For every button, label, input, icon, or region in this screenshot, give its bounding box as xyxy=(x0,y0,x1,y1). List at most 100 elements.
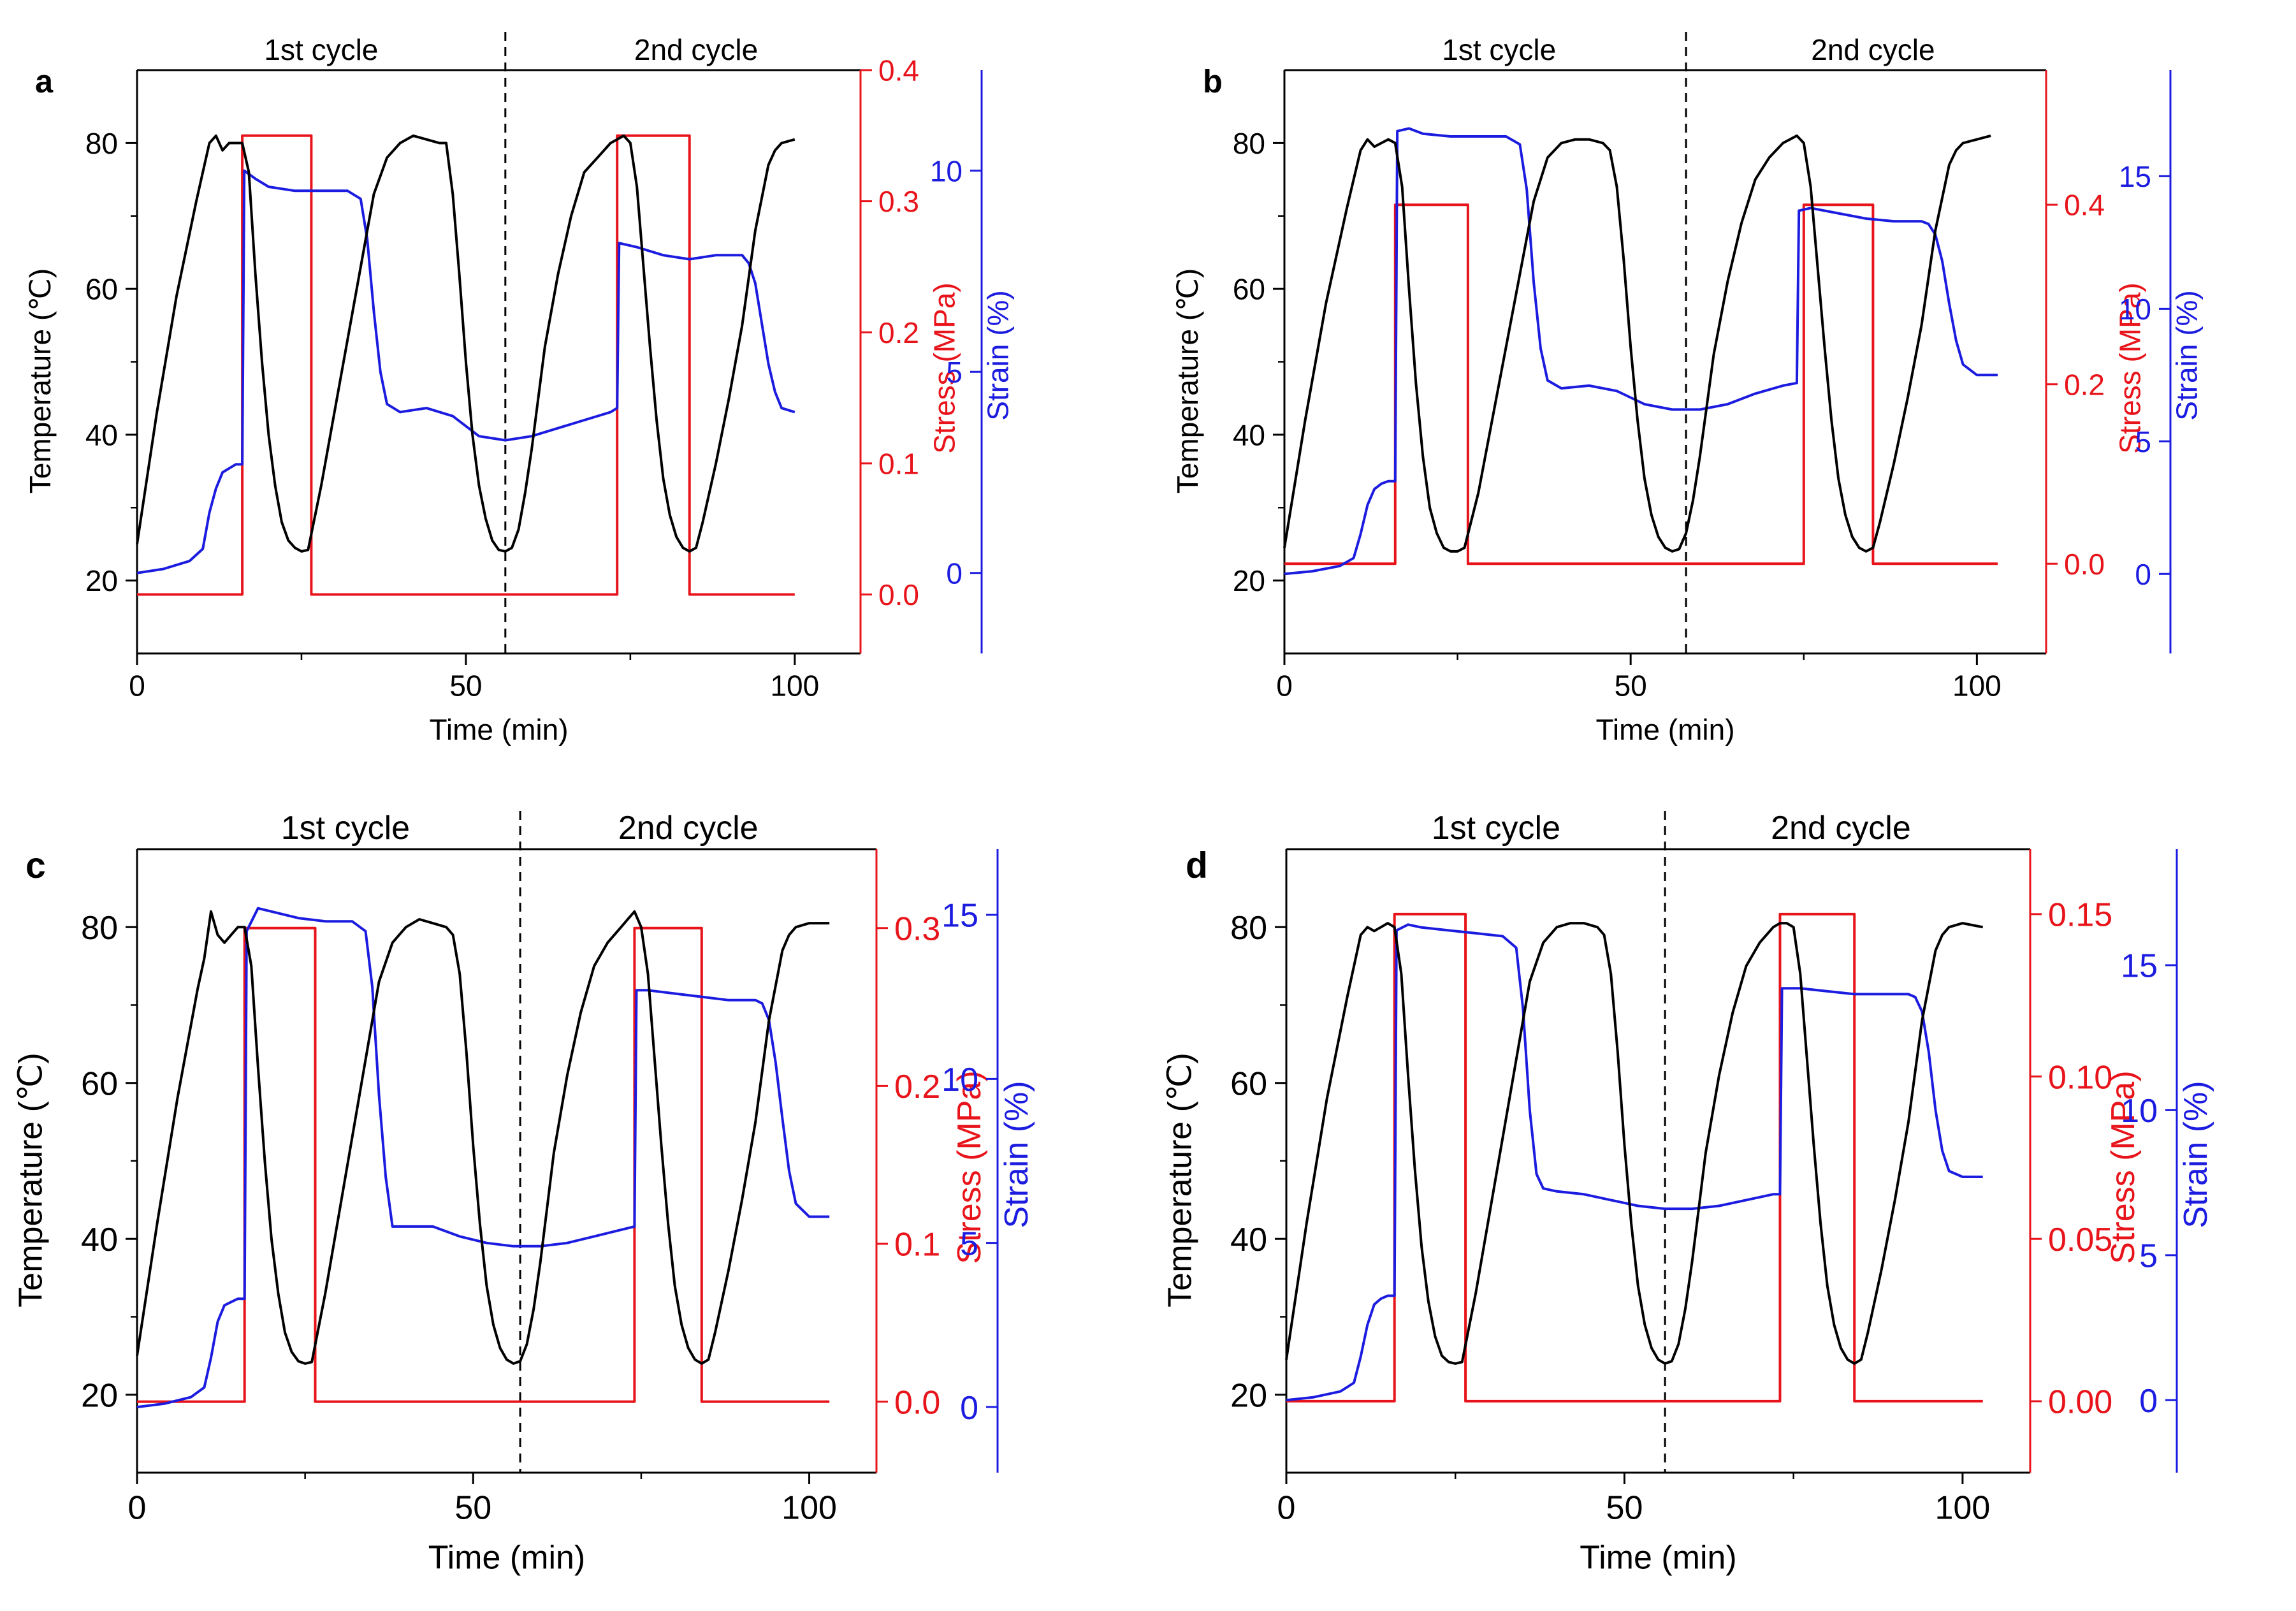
stress-tick-label: 0.2 xyxy=(2064,368,2105,401)
strain-tick-label: 10 xyxy=(941,1061,978,1098)
stress-axis-title: Stress (MPa) xyxy=(2105,1070,2142,1264)
strain-line xyxy=(1286,923,1983,1402)
temperature-tick-label: 80 xyxy=(1233,127,1265,160)
x-axis-title: Time (min) xyxy=(428,1540,586,1577)
x-tick-label: 100 xyxy=(781,1490,837,1527)
stress-tick-label: 0.10 xyxy=(2048,1059,2112,1096)
temperature-axis-title: Temperature (℃) xyxy=(1171,268,1204,493)
temperature-line xyxy=(1283,134,1991,553)
x-axis-title: Time (min) xyxy=(1580,1540,1737,1577)
temperature-tick-label: 40 xyxy=(81,1221,118,1258)
panel-label: b xyxy=(1203,63,1223,99)
x-axis-title: Time (min) xyxy=(1595,713,1734,746)
x-axis-title: Time (min) xyxy=(429,713,568,746)
x-tick-label: 50 xyxy=(1606,1490,1643,1527)
strain-axis-title: Strain (%) xyxy=(2177,1081,2214,1228)
strain-tick-label: 15 xyxy=(2119,160,2151,193)
strain-axis-title: Strain (%) xyxy=(998,1081,1035,1228)
stress-tick-label: 0.1 xyxy=(894,1227,940,1264)
stress-tick-label: 0.05 xyxy=(2048,1221,2112,1258)
stress-tick-label: 0.0 xyxy=(2064,548,2105,581)
strain-tick-label: 0 xyxy=(2139,1383,2158,1420)
temperature-tick-label: 80 xyxy=(1230,910,1267,947)
strain-tick-label: 0 xyxy=(946,557,963,590)
temperature-line xyxy=(1285,922,1984,1365)
panel-label: c xyxy=(25,845,46,886)
stress-tick-label: 0.0 xyxy=(894,1384,940,1421)
stress-tick-label: 0.3 xyxy=(894,911,940,948)
x-tick-label: 100 xyxy=(770,669,819,702)
x-tick-label: 50 xyxy=(454,1490,491,1527)
temperature-tick-label: 80 xyxy=(81,910,118,947)
strain-tick-label: 10 xyxy=(2119,293,2151,326)
strain-tick-label: 0 xyxy=(2135,558,2151,591)
strain-tick-label: 15 xyxy=(941,898,978,935)
temperature-tick-label: 40 xyxy=(1230,1221,1267,1258)
temperature-axis-title: Temperature (℃) xyxy=(1161,1053,1198,1307)
temperature-tick-label: 60 xyxy=(1233,273,1265,306)
stress-tick-label: 0.3 xyxy=(878,185,919,218)
stress-tick-label: 0.2 xyxy=(878,316,919,349)
stress-tick-label: 0.1 xyxy=(878,447,919,480)
stress-tick-label: 0.4 xyxy=(2064,189,2105,222)
temperature-tick-label: 60 xyxy=(81,1065,118,1102)
stress-tick-label: 0.2 xyxy=(894,1068,940,1105)
strain-tick-label: 0 xyxy=(960,1390,978,1427)
strain-tick-label: 5 xyxy=(960,1225,978,1262)
panel-label: a xyxy=(35,63,54,99)
temperature-tick-label: 40 xyxy=(85,418,118,451)
strain-tick-label: 5 xyxy=(2135,425,2151,458)
temperature-tick-label: 60 xyxy=(1230,1065,1267,1102)
panel-label: d xyxy=(1186,845,1208,886)
x-tick-label: 50 xyxy=(449,669,482,702)
temperature-tick-label: 20 xyxy=(1230,1377,1267,1414)
strain-tick-label: 5 xyxy=(946,356,963,389)
temperature-line xyxy=(136,134,796,553)
x-tick-label: 100 xyxy=(1935,1490,1991,1527)
cycle-label: 2nd cycle xyxy=(634,33,758,66)
cycle-label: 1st cycle xyxy=(1442,33,1556,66)
temperature-tick-label: 40 xyxy=(1233,418,1265,451)
x-tick-label: 0 xyxy=(129,669,145,702)
temperature-axis-title: Temperature (℃) xyxy=(12,1053,49,1307)
x-tick-label: 100 xyxy=(1952,669,2002,702)
strain-tick-label: 15 xyxy=(2121,948,2158,985)
temperature-line xyxy=(136,910,830,1365)
temperature-tick-label: 20 xyxy=(1233,564,1265,597)
temperature-tick-label: 20 xyxy=(81,1377,118,1414)
cycle-label: 2nd cycle xyxy=(1811,33,1935,66)
cycle-label: 1st cycle xyxy=(264,33,378,66)
strain-axis-title: Strain (%) xyxy=(2170,290,2203,420)
temperature-tick-label: 60 xyxy=(85,273,118,306)
x-tick-label: 50 xyxy=(1615,669,1647,702)
strain-axis-title: Strain (%) xyxy=(981,290,1014,420)
cycle-label: 2nd cycle xyxy=(1771,810,1911,847)
stress-axis-title: Stress (MPa) xyxy=(951,1070,988,1264)
cycle-label: 1st cycle xyxy=(281,810,410,847)
temperature-tick-label: 20 xyxy=(85,564,118,597)
stress-axis-title: Stress (MPa) xyxy=(2114,282,2147,453)
strain-line xyxy=(136,169,796,574)
x-tick-label: 0 xyxy=(128,1490,147,1527)
stress-line xyxy=(1286,912,1983,1403)
strain-tick-label: 10 xyxy=(2121,1093,2158,1130)
cycle-label: 1st cycle xyxy=(1432,810,1560,847)
strain-tick-label: 5 xyxy=(2139,1238,2158,1275)
temperature-tick-label: 80 xyxy=(85,127,118,160)
x-tick-label: 0 xyxy=(1276,669,1293,702)
stress-tick-label: 0.00 xyxy=(2048,1384,2112,1421)
cycle-label: 2nd cycle xyxy=(618,810,759,847)
temperature-axis-title: Temperature (℃) xyxy=(24,268,57,493)
x-tick-label: 0 xyxy=(1277,1490,1296,1527)
strain-tick-label: 10 xyxy=(930,154,963,187)
strain-line xyxy=(136,907,830,1409)
strain-line xyxy=(1284,127,1998,576)
stress-tick-label: 0.15 xyxy=(2048,897,2112,934)
stress-axis-title: Stress (MPa) xyxy=(928,282,961,453)
stress-line xyxy=(1284,203,1998,565)
